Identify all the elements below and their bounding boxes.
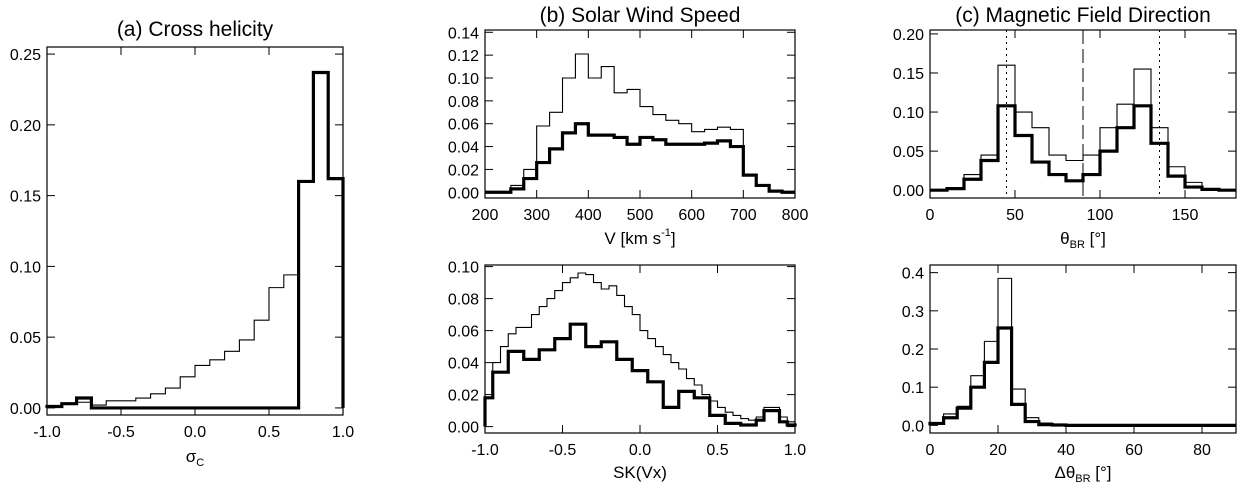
x-tick-label: 1.0 (332, 424, 354, 441)
y-tick-label: 0.10 (448, 260, 479, 277)
y-tick-label: 0.02 (448, 388, 479, 405)
x-tick-label: -0.5 (549, 442, 577, 459)
y-tick-label: 0.25 (10, 47, 41, 64)
panel-title: (a) Cross helicity (117, 18, 274, 41)
x-tick-label: 40 (1057, 442, 1075, 459)
histogram-thin-series (929, 277, 1236, 426)
x-tick-label: 0.5 (706, 442, 728, 459)
y-tick-label: 0.08 (448, 292, 479, 309)
x-tick-label: -1.0 (471, 442, 499, 459)
y-tick-label: 0.00 (893, 183, 924, 200)
x-tick-label: 50 (1006, 207, 1024, 224)
y-tick-label: 0.05 (10, 330, 41, 347)
histogram-thick-series (45, 70, 345, 410)
x-tick-label: 400 (575, 207, 602, 224)
histogram-thick-series (483, 322, 797, 427)
panel-title: (c) Magnetic Field Direction (955, 4, 1211, 27)
x-tick-label: -1.0 (33, 424, 61, 441)
panel-title: (b) Solar Wind Speed (540, 4, 741, 27)
x-axis-label: SK(Vx) (613, 463, 667, 482)
y-tick-label: 0.08 (448, 94, 479, 111)
x-tick-label: 800 (782, 207, 809, 224)
x-tick-label: 0 (926, 207, 935, 224)
histogram-thin-series (485, 53, 795, 193)
x-tick-label: 150 (1172, 207, 1199, 224)
panel-2: 0 50 100 150 0.00 0.05 0.10 0.15 0.20 (c) Magneti… (893, 4, 1237, 251)
y-tick-label: 0.06 (448, 117, 479, 134)
y-tick-label: 0.06 (448, 324, 479, 341)
y-tick-label: 0.00 (448, 420, 479, 437)
y-tick-label: 0.4 (902, 266, 924, 283)
y-tick-label: 0.15 (893, 66, 924, 83)
y-tick-label: 0.04 (448, 356, 479, 373)
x-tick-label: 20 (989, 442, 1007, 459)
plot-frame (929, 29, 1237, 199)
histogram-thick-series (485, 122, 795, 194)
x-tick-label: 80 (1193, 442, 1211, 459)
y-tick-label: 0.12 (448, 48, 479, 65)
y-tick-label: 0.3 (902, 304, 924, 321)
panel-3: -1.0 -0.5 0.0 0.5 1.0 0.00 0.02 0.04 0.06 0.08 0.1… (448, 260, 806, 482)
x-tick-label: 500 (627, 207, 654, 224)
x-tick-label: 700 (730, 207, 757, 224)
x-tick-label: 0.5 (258, 424, 280, 441)
y-tick-label: 0.05 (893, 144, 924, 161)
y-tick-label: 0.20 (10, 118, 41, 135)
y-tick-label: 0.20 (893, 27, 924, 44)
histogram-thick-series (930, 104, 1236, 192)
x-tick-label: 0.0 (629, 442, 651, 459)
x-tick-label: 1.0 (784, 442, 806, 459)
y-tick-label: 0.15 (10, 189, 41, 206)
plot-frame (484, 264, 796, 434)
x-axis-label: σC (186, 447, 205, 469)
plot-frame (484, 29, 796, 199)
y-tick-label: 0.00 (448, 185, 479, 202)
y-tick-label: 0.0 (902, 418, 924, 435)
x-tick-label: 100 (1087, 207, 1114, 224)
x-tick-label: 0 (926, 442, 935, 459)
y-tick-label: 0.04 (448, 140, 479, 157)
y-tick-label: 0.14 (448, 25, 479, 42)
x-tick-label: 200 (472, 207, 499, 224)
y-tick-label: 0.10 (10, 259, 41, 276)
plot-frame (929, 264, 1237, 434)
y-tick-label: 0.00 (10, 401, 41, 418)
x-tick-label: -0.5 (107, 424, 135, 441)
x-axis-label: θBR [°] (1060, 229, 1106, 251)
y-tick-label: 0.10 (893, 105, 924, 122)
x-tick-label: 300 (523, 207, 550, 224)
y-tick-label: 0.2 (902, 342, 924, 359)
x-tick-label: 60 (1125, 442, 1143, 459)
x-axis-label: ΔθBR [°] (1054, 463, 1111, 485)
panel-4: 0 20 40 60 80 0.0 0.1 0.2 0.3 0.4 ΔθBR [°] (902, 264, 1237, 485)
y-tick-label: 0.1 (902, 380, 924, 397)
y-tick-label: 0.02 (448, 162, 479, 179)
x-tick-label: 0.0 (184, 424, 206, 441)
y-tick-label: 0.10 (448, 71, 479, 88)
x-tick-label: 600 (678, 207, 705, 224)
x-axis-label: V [km s-1] (604, 227, 675, 248)
histogram-thick-series (928, 326, 1236, 427)
histogram-thin-series (484, 272, 796, 427)
panel-1: 200 300 400 500 600 700 800 0.00 0.02 0.04 0.06 0.0… (448, 4, 809, 248)
panel-0: -1.0 -0.5 0.0 0.5 1.0 0.00 0.05 0.10 0.15 0.20 0.2… (10, 18, 354, 469)
